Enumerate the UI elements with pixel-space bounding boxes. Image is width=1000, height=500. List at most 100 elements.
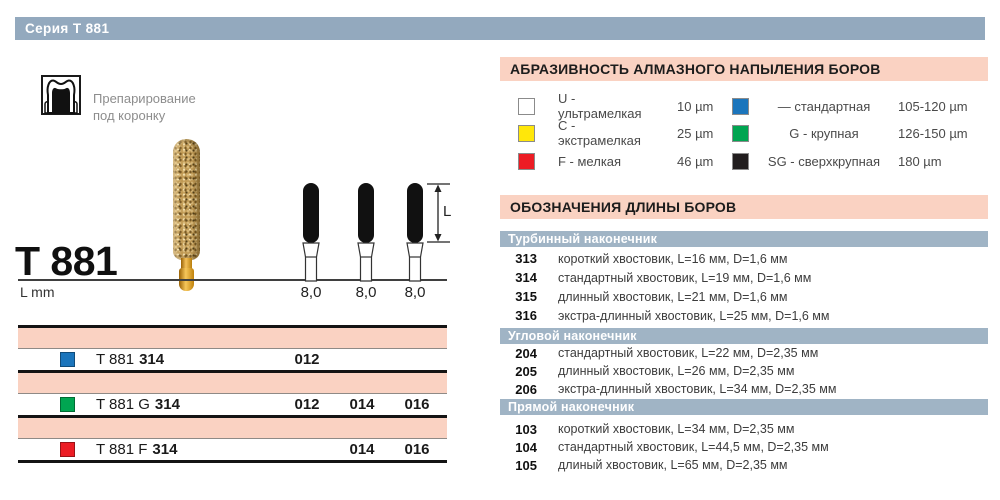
length-code: 205: [515, 363, 537, 379]
dimension-label: L: [443, 203, 452, 220]
variant-group: T 881 F 314 014 016: [18, 415, 447, 460]
legend-item: SG - сверхкрупная 180 µm: [732, 152, 942, 170]
section-header-straight: Прямой наконечник: [500, 399, 988, 415]
application-label: Препарирование под коронку: [93, 90, 196, 124]
length-code-row: 313 короткий хвостовик, L=16 мм, D=1,6 м…: [500, 249, 988, 268]
length-desc: стандартный хвостовик, L=44,5 мм, D=2,35…: [558, 440, 829, 454]
length-desc: длиный хвостовик, L=65 мм, D=2,35 мм: [558, 458, 788, 472]
section-header-turbine: Турбинный наконечник: [500, 231, 988, 247]
length-code: 204: [515, 345, 537, 361]
variant-size: 016: [404, 441, 430, 458]
abrasive-color-swatch: [60, 442, 75, 457]
legend-label: F - мелкая: [558, 153, 622, 169]
color-swatch: [518, 152, 535, 170]
legend-value: 105-120 µm: [898, 98, 968, 114]
application-line2: под коронку: [93, 108, 166, 123]
variant-row: T 881 F 314 014 016: [18, 439, 447, 460]
length-code: 105: [515, 457, 537, 473]
legend-label: — стандартная: [777, 98, 871, 114]
length-code: 313: [515, 251, 537, 266]
bur-length-diagram: [302, 183, 450, 282]
legend-item: — стандартная 105-120 µm: [732, 97, 968, 115]
section-rows-turbine: 313 короткий хвостовик, L=16 мм, D=1,6 м…: [500, 249, 988, 325]
variant-band: [18, 328, 447, 349]
length-desc: экстра-длинный хвостовик, L=25 мм, D=1,6…: [558, 308, 830, 323]
legend-value: 126-150 µm: [898, 125, 968, 141]
variant-size: 014: [349, 396, 375, 413]
length-value: 8,0: [355, 284, 377, 301]
length-code-row: 103 короткий хвостовик, L=34 мм, D=2,35 …: [500, 420, 988, 438]
variant-row: T 881 314 012: [18, 349, 447, 370]
length-code: 315: [515, 289, 537, 304]
abrasive-color-swatch: [60, 397, 75, 412]
legend-value: 46 µm: [677, 153, 714, 169]
abrasive-color-swatch: [60, 352, 75, 367]
color-swatch: [518, 97, 535, 115]
length-value: 8,0: [404, 284, 426, 301]
length-code-row: 314 стандартный хвостовик, L=19 мм, D=1,…: [500, 268, 988, 287]
section-rows-angle: 204 стандартный хвостовик, L=22 мм, D=2,…: [500, 344, 988, 398]
variant-band: [18, 373, 447, 394]
bur-photo-neck: [181, 258, 192, 270]
legend-value: 10 µm: [677, 98, 714, 114]
length-desc: стандартный хвостовик, L=22 мм, D=2,35 м…: [558, 346, 819, 360]
legend-label: SG - сверхкрупная: [767, 153, 881, 169]
legend-item: G - крупная 126-150 µm: [732, 124, 968, 142]
legend-value: 180 µm: [898, 153, 942, 169]
length-code-row: 105 длиный хвостовик, L=65 мм, D=2,35 мм: [500, 456, 988, 474]
length-code-row: 104 стандартный хвостовик, L=44,5 мм, D=…: [500, 438, 988, 456]
length-code: 103: [515, 421, 537, 437]
length-desc: длинный хвостовик, L=21 мм, D=1,6 мм: [558, 289, 788, 304]
variant-shank-code: 314: [139, 351, 165, 368]
model-number: T 881: [15, 238, 118, 284]
length-code: 316: [515, 308, 537, 323]
legend-item: F - мелкая 46 µm: [518, 152, 713, 170]
length-code-row: 205 длинный хвостовик, L=26 мм, D=2,35 м…: [500, 362, 988, 380]
length-code: 314: [515, 270, 537, 285]
bur-photo-working-part: [173, 139, 200, 260]
legend-item: U - ультрамелкая 10 µm: [518, 91, 714, 121]
legend-label: U - ультрамелкая: [558, 91, 642, 121]
length-code: 206: [515, 381, 537, 397]
variant-prefix: T 881: [96, 351, 135, 368]
legend-label: C - экстрамелкая: [558, 118, 641, 148]
length-desc: стандартный хвостовик, L=19 мм, D=1,6 мм: [558, 270, 812, 285]
variants-table: T 881 314 012 T 881 G 314 012 014 016 T 88…: [18, 325, 447, 463]
color-swatch: [732, 97, 749, 115]
baseline-rule: [18, 279, 447, 281]
variant-size: 014: [349, 441, 375, 458]
variant-prefix: T 881 G: [96, 396, 150, 413]
variant-size: 012: [294, 396, 320, 413]
length-desc: короткий хвостовик, L=16 мм, D=1,6 мм: [558, 251, 788, 266]
legend-item: C - экстрамелкая 25 µm: [518, 118, 714, 148]
variant-name: T 881 F 314: [96, 441, 177, 458]
length-code-row: 204 стандартный хвостовик, L=22 мм, D=2,…: [500, 344, 988, 362]
application-line1: Препарирование: [93, 91, 196, 106]
abrasiveness-title: АБРАЗИВНОСТЬ АЛМАЗНОГО НАПЫЛЕНИЯ БОРОВ: [500, 57, 988, 81]
lengths-title: ОБОЗНАЧЕНИЯ ДЛИНЫ БОРОВ: [500, 195, 988, 219]
section-rows-straight: 103 короткий хвостовик, L=34 мм, D=2,35 …: [500, 420, 988, 474]
legend-value: 25 µm: [677, 125, 714, 141]
length-desc: короткий хвостовик, L=34 мм, D=2,35 мм: [558, 422, 795, 436]
length-desc: длинный хвостовик, L=26 мм, D=2,35 мм: [558, 364, 795, 378]
length-desc: экстра-длинный хвостовик, L=34 мм, D=2,3…: [558, 382, 837, 396]
variant-group: T 881 G 314 012 014 016: [18, 370, 447, 415]
variant-name: T 881 G 314: [96, 396, 180, 413]
variant-row: T 881 G 314 012 014 016: [18, 394, 447, 415]
variant-name: T 881 314: [96, 351, 164, 368]
variant-size: 016: [404, 396, 430, 413]
series-title-bar: Серия Т 881: [15, 17, 985, 40]
length-code-row: 316 экстра-длинный хвостовик, L=25 мм, D…: [500, 306, 988, 325]
tooth-crown-icon: [41, 75, 81, 115]
color-swatch: [518, 124, 535, 142]
length-code: 104: [515, 439, 537, 455]
variant-shank-code: 314: [154, 396, 180, 413]
variant-prefix: T 881 F: [96, 441, 148, 458]
variant-shank-code: 314: [152, 441, 178, 458]
variant-band: [18, 418, 447, 439]
variant-group: T 881 314 012: [18, 325, 447, 370]
legend-label: G - крупная: [789, 125, 859, 141]
length-code-row: 315 длинный хвостовик, L=21 мм, D=1,6 мм: [500, 287, 988, 306]
section-header-angle: Угловой наконечник: [500, 328, 988, 344]
